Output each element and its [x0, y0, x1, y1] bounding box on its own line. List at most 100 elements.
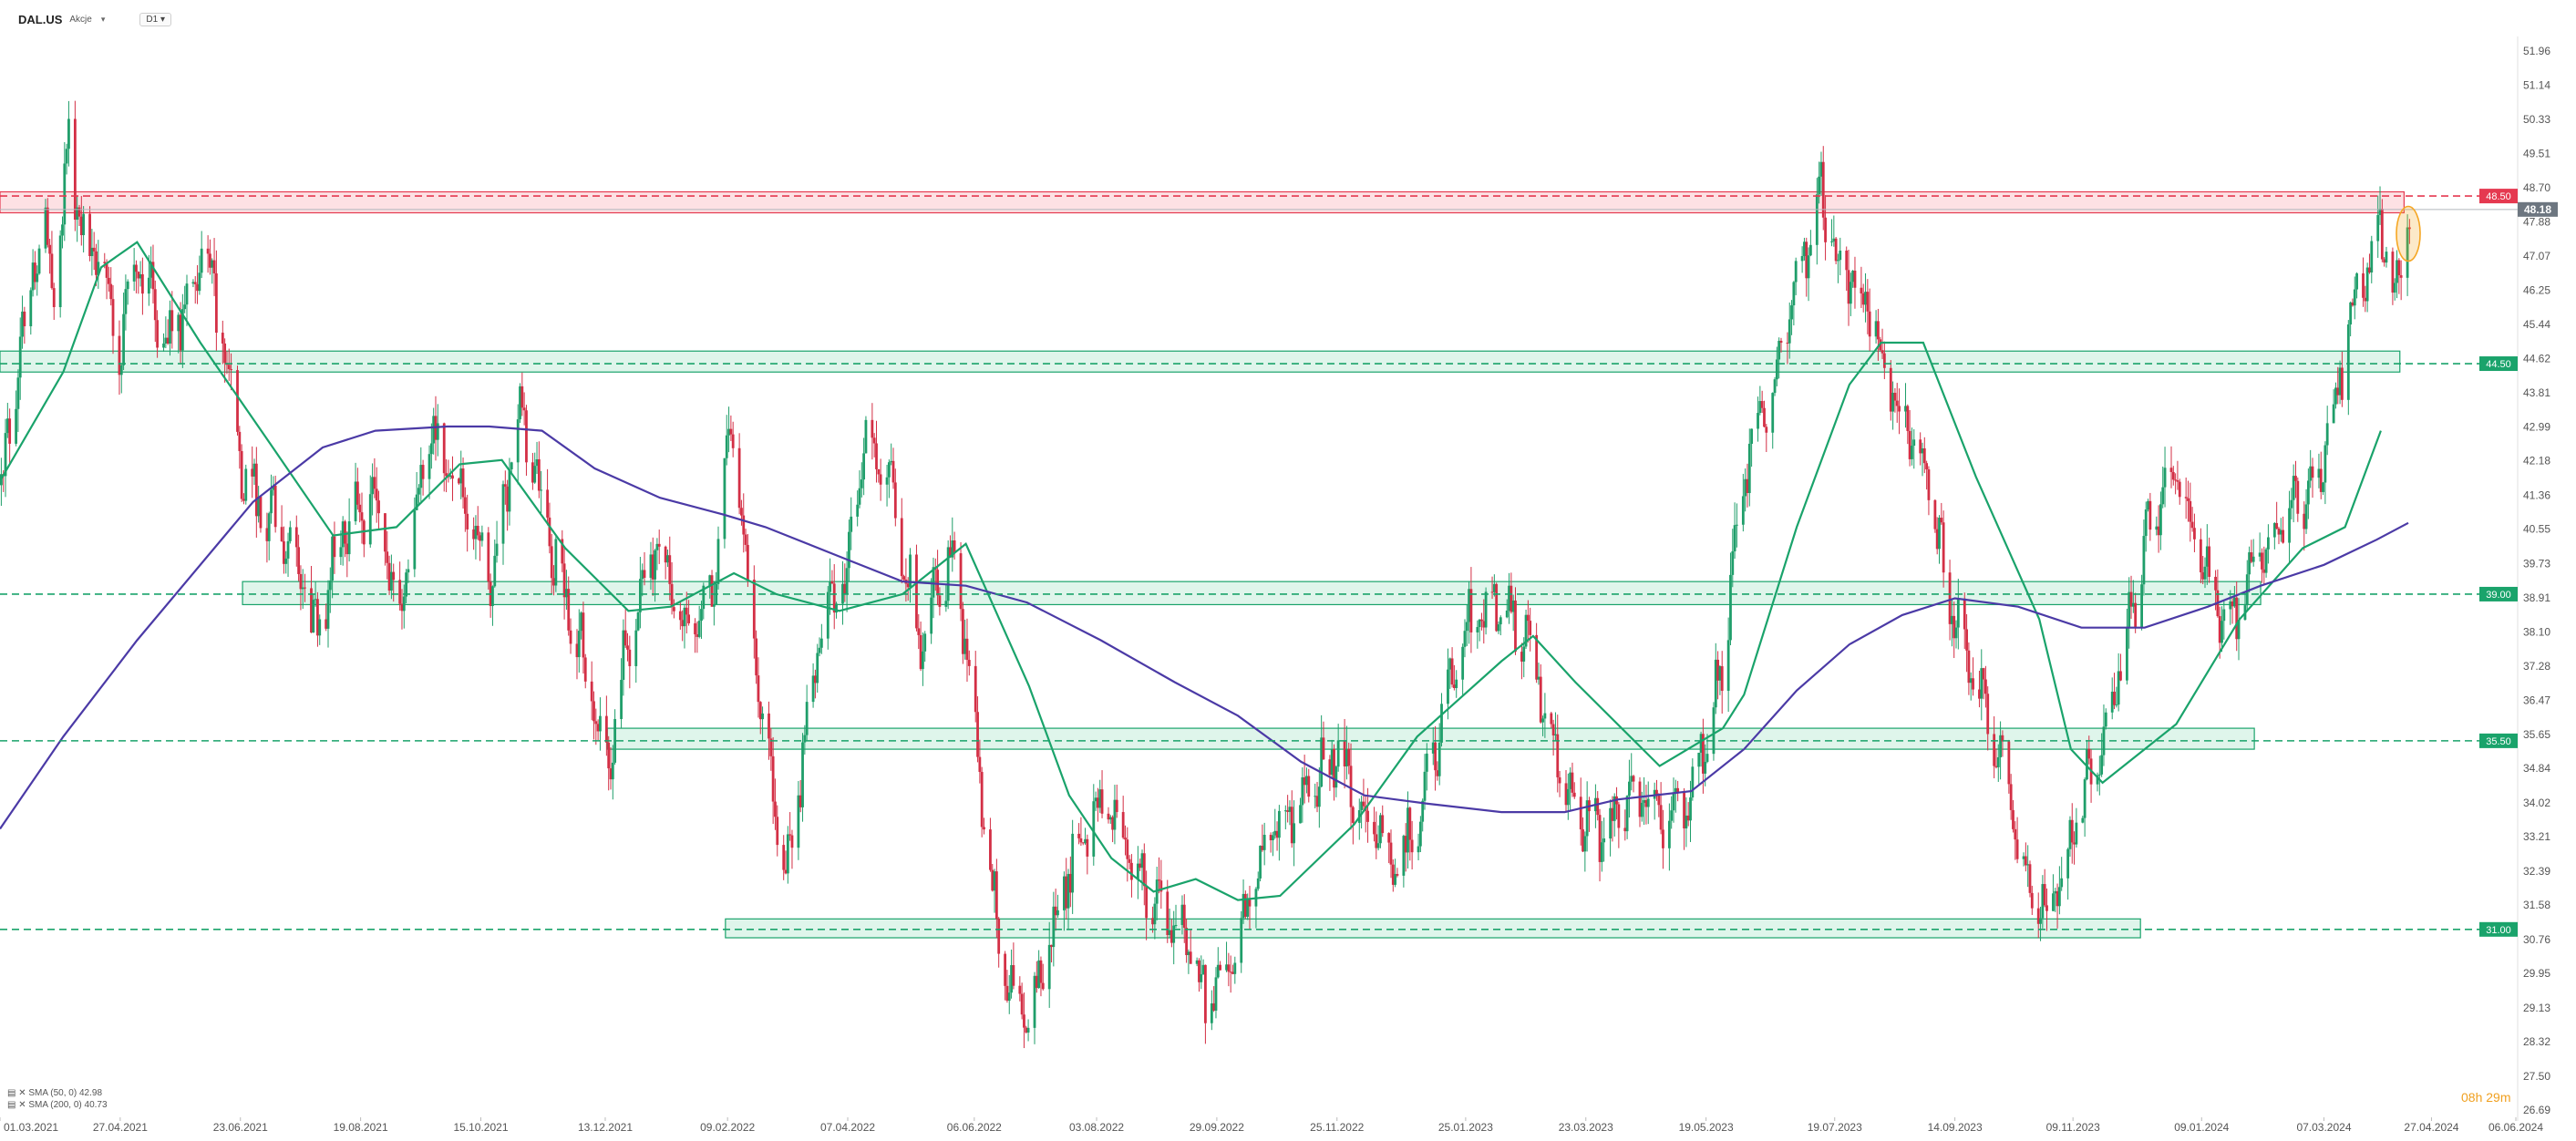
candle-body	[1860, 287, 1863, 293]
indicator-settings-icon[interactable]: ▤ ✕	[7, 1100, 26, 1110]
candle-body	[776, 817, 779, 846]
candle	[37, 244, 41, 275]
chevron-down-icon[interactable]: ▾	[100, 14, 106, 24]
candle	[389, 554, 393, 600]
candle-body	[132, 264, 136, 282]
candle	[961, 601, 964, 664]
candle	[1582, 817, 1584, 853]
indicator-value: 42.98	[78, 1088, 103, 1098]
candle-body	[1685, 815, 1688, 828]
candle-body	[206, 248, 210, 254]
candle	[1330, 739, 1334, 779]
candle	[525, 405, 528, 476]
candle	[1691, 758, 1695, 801]
candle	[1554, 712, 1557, 742]
candle	[923, 631, 927, 663]
candle-body	[1097, 797, 1099, 808]
candle-body	[2288, 508, 2291, 543]
candle-body	[1063, 876, 1066, 910]
candle-body	[1771, 393, 1775, 433]
candle-body	[1714, 659, 1717, 708]
candle	[1079, 817, 1083, 847]
candle-body	[1240, 918, 1243, 963]
indicator-settings-icon[interactable]: ▤ ✕	[7, 1088, 26, 1098]
candle-body	[1948, 572, 1952, 624]
candle	[2086, 740, 2088, 781]
candle-body	[2362, 272, 2365, 298]
candle-body	[902, 576, 905, 580]
candle-body	[480, 532, 484, 541]
candle	[257, 486, 261, 523]
level-label: 48.50	[2486, 191, 2511, 202]
candle-body	[654, 550, 656, 580]
candle-body	[1396, 873, 1399, 876]
candle-body	[2292, 476, 2295, 500]
candle	[1839, 237, 1842, 276]
candle-body	[304, 587, 306, 589]
candle-body	[2171, 471, 2175, 480]
candle	[1919, 432, 1922, 466]
candle	[280, 505, 283, 542]
candle	[2012, 799, 2014, 833]
candle-body	[265, 528, 269, 541]
candle-body	[1763, 407, 1766, 427]
candle-body	[687, 614, 690, 623]
candle	[1765, 424, 1768, 453]
candle	[746, 533, 749, 588]
candle-body	[788, 834, 792, 836]
candle-body	[1701, 734, 1705, 774]
candle	[2203, 557, 2207, 589]
candle-body	[1248, 899, 1252, 907]
candle-body	[1180, 904, 1184, 926]
candle-body	[1524, 614, 1528, 647]
candle-body	[1613, 796, 1616, 821]
candle	[1520, 642, 1523, 680]
x-tick-label: 15.10.2021	[453, 1121, 508, 1134]
candle-body	[1747, 443, 1751, 493]
candle-body	[1598, 815, 1602, 862]
candle	[375, 467, 378, 523]
candle	[1497, 621, 1500, 634]
candle-body	[577, 631, 581, 658]
candle	[1623, 809, 1627, 841]
y-tick-label: 33.21	[2523, 830, 2550, 843]
candle	[552, 565, 555, 596]
candle-body	[953, 540, 956, 554]
candle-body	[1807, 255, 1810, 279]
candle	[636, 611, 640, 632]
candle-body	[52, 288, 56, 308]
candle	[1012, 942, 1015, 990]
candle-body	[506, 486, 510, 512]
candle	[1564, 770, 1568, 812]
candle	[1572, 782, 1576, 799]
candle-body	[752, 580, 756, 639]
candle-body	[2396, 260, 2398, 283]
candle	[1307, 768, 1311, 803]
candle-body	[2267, 537, 2270, 550]
candle-body	[21, 311, 24, 337]
candle-body	[2041, 884, 2045, 919]
instrument-header: DAL.US Akcje ▾ D1 ▾	[18, 9, 171, 29]
indicator-sma50[interactable]: ▤ ✕ SMA (50, 0) 42.98	[7, 1087, 108, 1099]
candle	[1697, 752, 1701, 786]
symbol-label[interactable]: DAL.US	[18, 12, 63, 26]
candle-body	[18, 336, 22, 378]
candle-body	[2024, 856, 2027, 866]
candle-body	[1953, 615, 1956, 639]
candle-body	[590, 681, 593, 702]
indicator-sma200[interactable]: ▤ ✕ SMA (200, 0) 40.73	[7, 1099, 108, 1111]
timeframe-select[interactable]: D1 ▾	[139, 12, 171, 26]
candle-body	[1246, 899, 1250, 917]
candle-body	[1729, 574, 1732, 641]
candle-body	[1676, 787, 1680, 793]
candle	[2231, 598, 2234, 624]
candle-body	[1362, 801, 1365, 807]
candle	[1115, 784, 1118, 818]
candle-body	[1189, 951, 1192, 964]
candle	[1387, 832, 1391, 864]
candle-body	[479, 535, 481, 541]
candle-body	[2039, 918, 2042, 924]
candle-body	[371, 477, 374, 495]
